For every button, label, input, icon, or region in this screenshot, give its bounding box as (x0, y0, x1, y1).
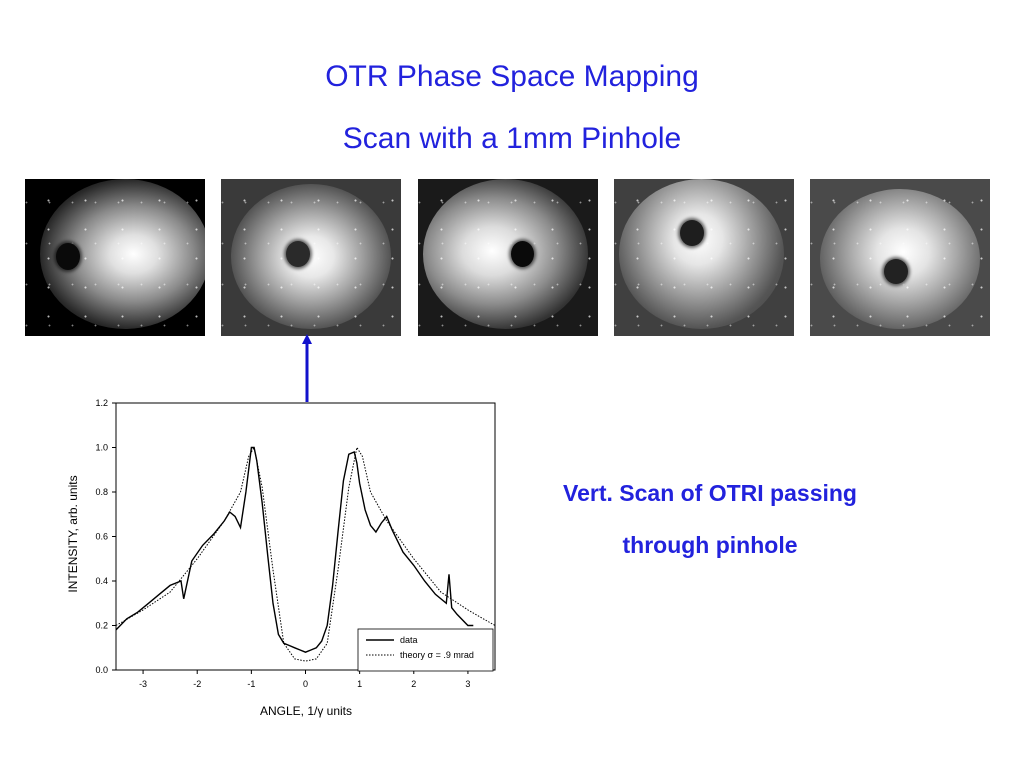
y-tick-label: 0.6 (95, 532, 108, 542)
y-tick-label: 1.0 (95, 443, 108, 453)
x-tick-label: -3 (139, 679, 147, 689)
y-axis-label: INTENSITY, arb. units (66, 475, 80, 592)
slide-subtitle: Scan with a 1mm Pinhole (342, 122, 682, 155)
series-theory-line (115, 446, 496, 662)
x-axis-label: ANGLE, 1/γ units (260, 704, 352, 718)
legend-theory-label: theory σ = .9 mrad (400, 650, 474, 660)
legend-data-label: data (400, 635, 418, 645)
x-tick-label: 0 (303, 679, 308, 689)
series-data-line (115, 446, 474, 653)
y-tick-label: 0.0 (95, 665, 108, 675)
x-tick-label: 3 (465, 679, 470, 689)
otr-image-3 (418, 179, 598, 336)
otr-image-1 (25, 179, 205, 336)
otr-image-2 (221, 179, 401, 336)
y-tick-label: 0.2 (95, 621, 108, 631)
caption-line-1: Vert. Scan of OTRI passing (563, 480, 857, 506)
slide-title: OTR Phase Space Mapping (325, 60, 699, 93)
x-tick-label: 1 (357, 679, 362, 689)
y-tick-label: 1.2 (95, 398, 108, 408)
legend: data theory σ = .9 mrad (357, 628, 494, 672)
pointer-arrow-icon (302, 334, 312, 402)
otr-image-5 (810, 179, 990, 336)
x-tick-label: -2 (193, 679, 201, 689)
caption-line-2: through pinhole (622, 532, 798, 558)
intensity-chart: -3 -2 -1 0 1 2 3 0.0 0.2 0.4 0.6 0.8 1.0 1.2 INTENSIT… (66, 398, 496, 718)
y-tick-label: 0.4 (95, 576, 108, 586)
x-tick-label: -1 (247, 679, 255, 689)
x-tick-label: 2 (411, 679, 416, 689)
otr-image-4 (614, 179, 794, 336)
y-tick-label: 0.8 (95, 487, 108, 497)
